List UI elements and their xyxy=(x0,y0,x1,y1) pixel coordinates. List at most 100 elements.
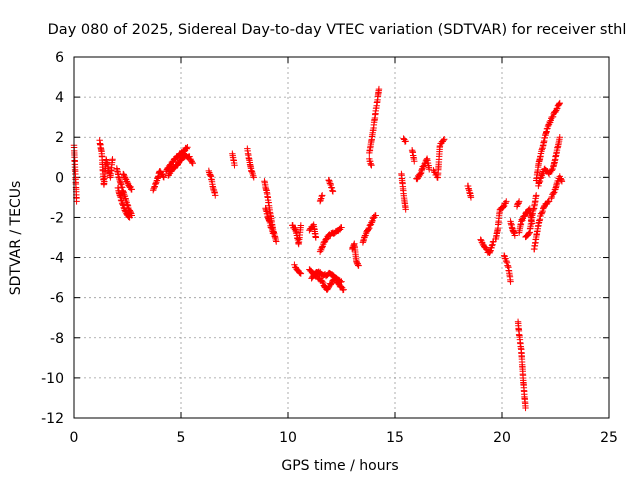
y-tick-label: -6 xyxy=(50,291,64,307)
data-point xyxy=(322,236,329,244)
data-point xyxy=(441,136,448,143)
data-point xyxy=(153,178,160,186)
data-point xyxy=(521,213,528,220)
x-tick-label: 15 xyxy=(386,430,404,446)
data-point xyxy=(120,204,127,211)
data-series-segment xyxy=(530,198,553,253)
data-point xyxy=(553,105,560,113)
data-point xyxy=(372,212,379,219)
y-tick-label: 0 xyxy=(55,170,64,186)
data-point xyxy=(329,187,336,194)
data-point xyxy=(402,138,409,145)
data-series-segment xyxy=(359,212,379,246)
data-series-segment xyxy=(513,198,523,210)
data-point xyxy=(329,188,337,195)
data-series-segment xyxy=(500,252,514,285)
data-point xyxy=(533,192,540,199)
data-point xyxy=(250,174,257,181)
data-point xyxy=(556,134,563,141)
data-point xyxy=(337,278,344,286)
data-series-segment xyxy=(430,136,448,181)
data-point xyxy=(152,180,160,187)
data-point xyxy=(538,210,545,217)
data-series-segment xyxy=(162,144,191,175)
y-tick-label: 4 xyxy=(55,90,64,106)
data-point xyxy=(296,269,304,277)
data-point xyxy=(555,100,563,108)
data-point xyxy=(151,184,158,191)
y-tick-label: -8 xyxy=(50,331,64,347)
data-point xyxy=(550,189,557,196)
data-point xyxy=(375,85,383,93)
data-point xyxy=(121,207,129,214)
data-point xyxy=(328,280,335,287)
y-tick-label: -2 xyxy=(50,210,64,226)
data-point xyxy=(317,196,324,204)
x-tick-label: 0 xyxy=(70,430,79,446)
data-series-segment xyxy=(316,192,326,205)
data-point xyxy=(340,286,347,293)
y-tick-label: -4 xyxy=(50,251,64,267)
data-point xyxy=(338,224,345,231)
data-series-segment xyxy=(535,134,563,190)
data-point xyxy=(558,178,566,185)
y-tick-label: -10 xyxy=(41,371,64,387)
data-point xyxy=(538,209,546,216)
data-point xyxy=(366,224,373,232)
data-point xyxy=(411,158,418,165)
data-point xyxy=(421,160,428,168)
data-series-segment xyxy=(349,240,362,269)
x-tick-label: 20 xyxy=(493,430,511,446)
data-series-segment xyxy=(408,147,418,165)
data-point xyxy=(355,262,362,269)
data-point xyxy=(368,162,375,169)
data-point xyxy=(169,158,176,166)
data-point xyxy=(319,192,326,199)
data-series-segment xyxy=(316,224,345,255)
data-point xyxy=(467,194,475,201)
data-point xyxy=(544,198,551,206)
y-tick-label: 2 xyxy=(55,130,64,146)
data-point xyxy=(549,113,557,120)
data-point xyxy=(525,229,533,237)
data-point xyxy=(556,99,563,107)
data-point xyxy=(316,197,324,205)
data-point xyxy=(338,278,345,285)
x-tick-label: 25 xyxy=(600,430,618,446)
points-layer xyxy=(70,85,566,412)
data-point xyxy=(184,144,191,151)
data-point xyxy=(125,213,133,221)
data-series-segment xyxy=(164,152,196,179)
data-series-segment xyxy=(149,168,168,194)
data-point xyxy=(503,198,510,205)
data-point xyxy=(109,156,116,163)
data-series-segment xyxy=(306,221,320,241)
data-point xyxy=(231,162,238,169)
data-series-segment xyxy=(325,176,337,195)
data-point xyxy=(318,192,325,200)
x-axis-label: GPS time / hours xyxy=(281,458,398,474)
data-series-segment xyxy=(308,268,345,286)
data-series-segment xyxy=(533,99,563,184)
data-point xyxy=(183,145,191,152)
data-point xyxy=(319,243,326,251)
data-series-segment xyxy=(120,170,135,193)
data-series-segment xyxy=(205,167,219,199)
data-point xyxy=(126,214,133,221)
data-series-segment xyxy=(291,261,305,277)
data-point xyxy=(515,198,523,205)
data-series-segment xyxy=(477,236,497,257)
data-series-segment xyxy=(514,318,529,412)
data-point xyxy=(552,108,559,116)
data-point xyxy=(402,206,409,213)
grid-layer xyxy=(74,57,609,418)
data-point xyxy=(297,270,305,277)
data-point xyxy=(309,222,317,230)
data-point xyxy=(186,153,193,160)
y-tick-label: -12 xyxy=(41,411,64,427)
data-series-segment xyxy=(244,145,257,181)
data-series-segment xyxy=(70,142,80,205)
data-point xyxy=(518,216,525,223)
data-point xyxy=(269,230,277,237)
